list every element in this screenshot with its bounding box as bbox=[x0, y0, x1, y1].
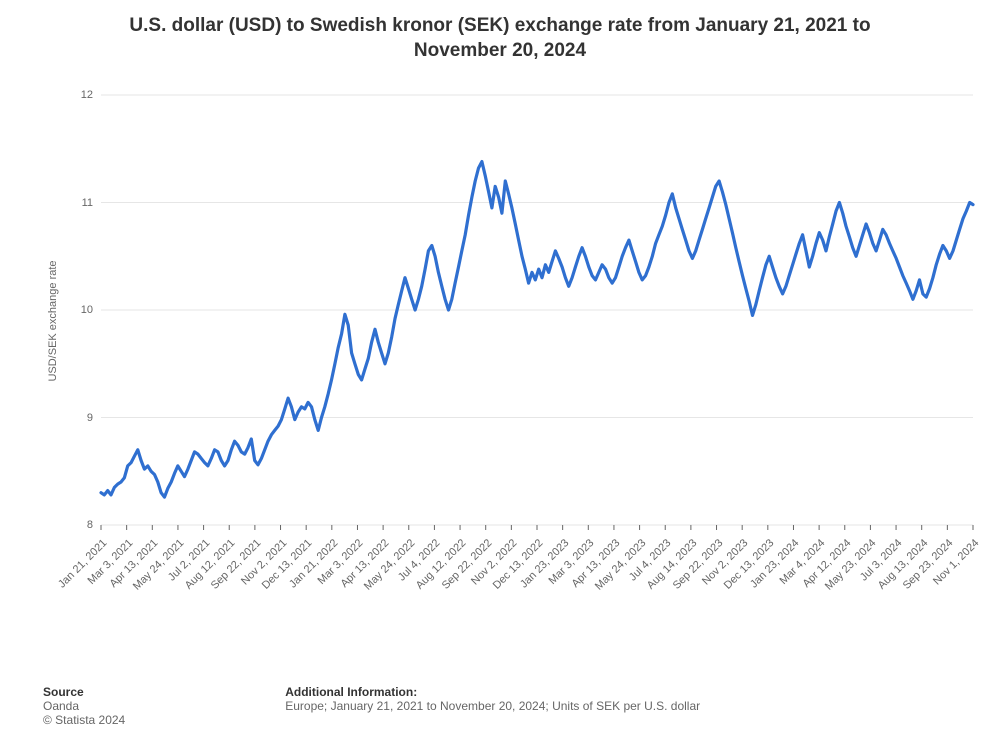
y-axis-label-container: USD/SEK exchange rate bbox=[43, 85, 65, 545]
y-tick-label: 11 bbox=[63, 197, 93, 209]
title-line-2: November 20, 2024 bbox=[414, 40, 586, 61]
y-tick-label: 12 bbox=[63, 89, 93, 101]
line-chart-svg bbox=[101, 85, 973, 545]
title-line-1: U.S. dollar (USD) to Swedish kronor (SEK… bbox=[129, 15, 870, 36]
y-tick-label: 10 bbox=[63, 304, 93, 316]
chart-area: USD/SEK exchange rate 89101112Jan 21, 20… bbox=[43, 85, 973, 545]
info-text: Europe; January 21, 2021 to November 20,… bbox=[285, 699, 700, 713]
source-heading: Source bbox=[43, 685, 84, 699]
info-heading: Additional Information: bbox=[285, 685, 417, 699]
footer-info: Additional Information: Europe; January … bbox=[285, 685, 700, 727]
footer-source: Source Oanda © Statista 2024 bbox=[43, 685, 125, 727]
chart-title: U.S. dollar (USD) to Swedish kronor (SEK… bbox=[0, 0, 1000, 63]
y-tick-label: 9 bbox=[63, 412, 93, 424]
chart-footer: Source Oanda © Statista 2024 Additional … bbox=[43, 685, 970, 727]
y-axis-label: USD/SEK exchange rate bbox=[47, 221, 59, 421]
exchange-rate-line bbox=[101, 162, 973, 498]
y-tick-label: 8 bbox=[63, 519, 93, 531]
chart-container: U.S. dollar (USD) to Swedish kronor (SEK… bbox=[0, 0, 1000, 743]
source-text: Oanda bbox=[43, 699, 79, 713]
copyright-text: © Statista 2024 bbox=[43, 713, 125, 727]
